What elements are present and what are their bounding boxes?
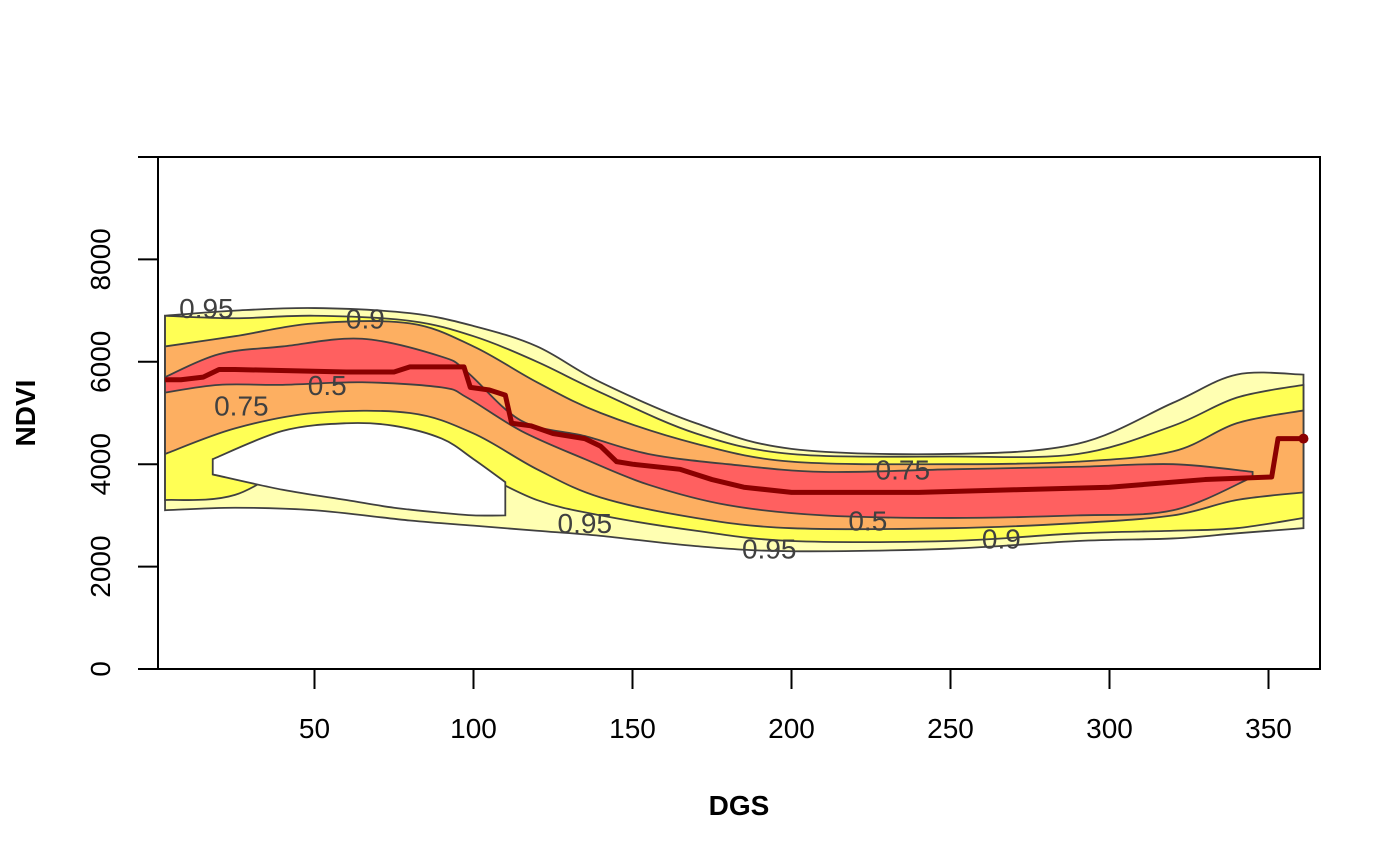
contour-label: 0.75 [214, 390, 269, 421]
y-tick-label: 6000 [85, 331, 116, 393]
contour-label: 0.95 [179, 293, 234, 324]
x-tick-label: 250 [927, 713, 974, 744]
x-axis-title: DGS [709, 790, 770, 821]
x-tick-label: 150 [609, 713, 656, 744]
x-tick-label: 300 [1086, 713, 1133, 744]
contour-label: 0.95 [558, 508, 613, 539]
y-tick-label: 8000 [85, 228, 116, 290]
contour-label: 0.9 [982, 523, 1021, 554]
y-tick-label: 4000 [85, 433, 116, 495]
density-bands [164, 307, 1305, 553]
contour-label: 0.5 [848, 506, 887, 537]
contour-label: 0.95 [742, 534, 797, 565]
x-tick-label: 350 [1245, 713, 1292, 744]
x-tick-label: 200 [768, 713, 815, 744]
contour-label: 0.9 [346, 303, 385, 334]
median-end-point [1298, 433, 1309, 444]
y-tick-label: 0 [85, 661, 116, 677]
contour-labels: 0.95 0.9 0.75 0.5 0.95 0.95 0.75 0.5 0.9 [179, 293, 1021, 565]
inner-hole-region [211, 422, 507, 517]
x-axis: 50 100 150 200 250 300 350 [299, 668, 1292, 744]
x-tick-label: 100 [450, 713, 497, 744]
x-tick-label: 50 [299, 713, 330, 744]
y-axis: 0 2000 4000 6000 8000 [85, 156, 159, 677]
contour-label: 0.5 [308, 370, 347, 401]
median-trajectory [165, 364, 1309, 495]
contour-label: 0.75 [876, 454, 931, 485]
y-axis-title: NDVI [10, 380, 41, 447]
y-tick-label: 2000 [85, 535, 116, 597]
median-line [165, 364, 1304, 495]
